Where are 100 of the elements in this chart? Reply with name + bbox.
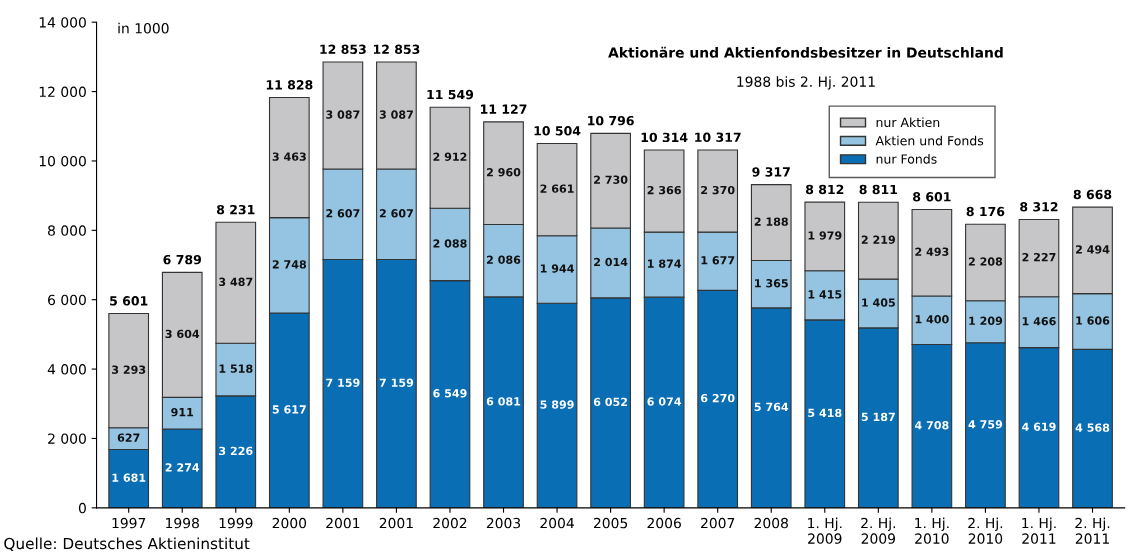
x-tick-label: 2008: [754, 517, 788, 529]
x-tick-label: 1. Hj. 2009: [808, 517, 842, 544]
data-label: 1 681: [112, 473, 146, 482]
x-tick-label: 2. Hj. 2009: [861, 517, 896, 544]
x-tick-label: 2004: [540, 517, 574, 529]
data-label: 4 759: [968, 420, 1003, 429]
data-label: 1 518: [219, 364, 253, 373]
legend-label: nur Fonds: [876, 154, 937, 164]
x-tick-label: 2001: [379, 517, 413, 529]
source-note: Quelle: Deutsches Aktieninstitut: [4, 537, 250, 552]
total-label: 11 127: [481, 104, 527, 114]
total-label: 10 314: [641, 132, 688, 143]
data-label: 2 607: [326, 209, 360, 218]
data-label: 3 087: [326, 110, 360, 119]
x-tick-label: 2006: [647, 517, 681, 529]
data-label: 1 944: [540, 264, 574, 273]
data-label: 6 270: [700, 393, 735, 403]
data-label: 2 493: [915, 247, 949, 256]
x-tick-label: 2. Hj. 2011: [1075, 517, 1110, 544]
total-label: 10 504: [534, 126, 581, 136]
data-label: 1 365: [755, 279, 788, 288]
text: Aktionäre und Aktienfondsbesitzer in Deutschland: [608, 46, 1003, 58]
data-label: 2 274: [165, 463, 200, 472]
total-label: 9 317: [752, 167, 790, 177]
x-tick-label: 1. Hj. 2011: [1022, 517, 1056, 544]
data-label: 6 081: [486, 397, 521, 406]
data-label: 3 226: [219, 446, 253, 456]
data-label: 2 661: [540, 184, 574, 193]
data-label: 2 366: [647, 185, 681, 195]
data-label: 1 606: [1076, 316, 1110, 325]
data-label: 3 293: [112, 365, 146, 374]
data-label: 3 487: [219, 277, 253, 287]
x-tick-label: 1999: [219, 517, 253, 529]
data-label: 4 568: [1075, 423, 1110, 432]
data-label: 2 188: [754, 217, 788, 226]
total-label: 11 549: [427, 89, 474, 100]
data-label: 911: [171, 407, 194, 417]
total-label: 8 668: [1073, 189, 1112, 200]
data-label: 2 748: [272, 260, 307, 269]
data-label: 7 159: [379, 378, 414, 387]
y-tick-label: 6 000: [48, 294, 86, 306]
data-label: 2 208: [968, 257, 1003, 266]
data-label: 4 708: [914, 420, 949, 430]
data-label: 2 730: [594, 175, 628, 184]
y-tick-label: 10 000: [39, 155, 86, 167]
data-label: 1 415: [808, 290, 842, 299]
data-label: 2 088: [433, 239, 467, 248]
data-label: 1 405: [862, 298, 895, 307]
data-label: 2 960: [486, 168, 521, 177]
data-label: 6 052: [593, 397, 628, 407]
data-label: 4 619: [1022, 422, 1056, 431]
x-tick-label: 2. Hj. 2010: [968, 517, 1003, 544]
data-label: 2 219: [861, 235, 896, 244]
data-label: 1 466: [1022, 317, 1056, 326]
data-label: 6 549: [433, 389, 467, 398]
data-label: 2 912: [433, 152, 467, 161]
total-label: 8 231: [216, 204, 255, 215]
data-label: 3 463: [272, 152, 306, 161]
data-label: 3 087: [379, 110, 413, 119]
total-label: 5 601: [110, 296, 148, 306]
x-tick-label: 1997: [112, 517, 146, 529]
y-tick-label: 0: [78, 502, 86, 514]
total-label: 12 853: [320, 44, 366, 55]
y-tick-label: 2 000: [48, 433, 86, 444]
data-label: 6 074: [647, 397, 682, 406]
data-label: 1 400: [915, 315, 949, 324]
data-label: 1 209: [969, 316, 1003, 325]
data-label: 1 979: [808, 231, 842, 240]
total-label: 11 828: [266, 80, 313, 90]
total-label: 8 811: [859, 184, 898, 195]
x-tick-label: 1. Hj. 2010: [915, 517, 949, 544]
x-tick-label: 2000: [272, 517, 307, 529]
y-tick-label: 12 000: [39, 86, 86, 98]
data-label: 5 764: [754, 402, 789, 412]
total-label: 8 812: [805, 184, 844, 195]
total-label: 8 312: [1020, 202, 1058, 212]
data-label: 627: [117, 433, 140, 442]
x-tick-label: 2002: [433, 517, 467, 529]
total-label: 6 789: [163, 254, 202, 265]
data-label: 7 159: [326, 378, 360, 387]
data-label: 1 677: [701, 256, 735, 265]
total-label: 10 317: [695, 132, 741, 142]
data-label: 2 370: [701, 185, 735, 195]
data-label: 1 874: [648, 259, 682, 268]
x-tick-label: 2007: [701, 517, 735, 529]
data-label: 5 617: [272, 405, 306, 414]
y-axis-title: in 1000: [118, 22, 169, 34]
x-tick-label: 2003: [486, 517, 521, 529]
x-tick-label: 1998: [166, 517, 199, 529]
legend-label: nur Aktien: [876, 117, 940, 128]
total-label: 12 853: [373, 44, 420, 55]
data-label: 2 014: [594, 257, 628, 267]
y-tick-label: 14 000: [39, 17, 86, 28]
data-label: 2 086: [486, 255, 521, 264]
total-label: 8 176: [966, 206, 1005, 217]
data-label: 5 899: [540, 400, 574, 409]
total-label: 8 601: [913, 192, 951, 202]
data-label: 2 227: [1022, 252, 1056, 262]
data-label: 2 494: [1076, 245, 1110, 254]
data-label: 5 187: [861, 412, 895, 422]
